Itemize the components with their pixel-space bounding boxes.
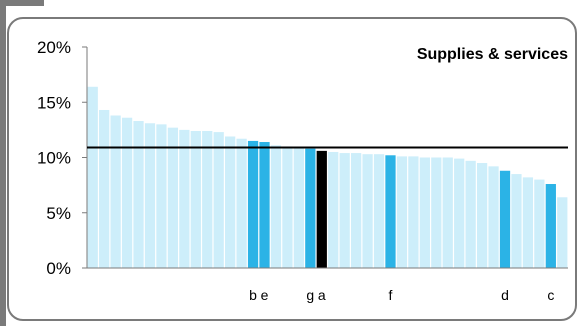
y-tick-label: 15% [37, 93, 71, 112]
bar-4 [121, 117, 133, 268]
bar-21 [316, 150, 327, 268]
bar-15 [247, 140, 259, 268]
bar-28 [396, 156, 408, 268]
bar-29 [408, 156, 419, 268]
bar-20 [305, 148, 316, 268]
category-label-b: b [249, 287, 257, 303]
bar-36 [488, 166, 499, 268]
category-label-d: d [501, 287, 509, 303]
bar-1 [87, 86, 98, 268]
bar-38 [511, 174, 522, 268]
y-axis-labels: 0% 5% 10% 15% 20% [37, 38, 71, 278]
bar-19 [293, 147, 304, 268]
bar-25 [362, 154, 373, 268]
y-tick-label: 20% [37, 38, 71, 57]
bar-13 [225, 136, 236, 268]
y-tick-label: 5% [46, 204, 71, 223]
bar-3 [110, 115, 121, 268]
bar-9 [179, 129, 190, 269]
bar-39 [522, 177, 534, 268]
bar-31 [431, 157, 442, 268]
bar-34 [465, 160, 476, 268]
bar-14 [236, 138, 247, 268]
category-label-e: e [261, 287, 269, 303]
bar-35 [476, 163, 488, 268]
bar-7 [156, 124, 167, 268]
bar-5 [133, 121, 144, 268]
bar-11 [202, 130, 213, 268]
window-edge-top [0, 0, 44, 6]
bar-42 [557, 197, 568, 268]
bar-8 [167, 127, 179, 268]
bar-22 [328, 151, 339, 268]
bar-40 [534, 179, 545, 268]
y-tick-label: 10% [37, 149, 71, 168]
bar-17 [270, 145, 282, 268]
bar-16 [259, 142, 270, 268]
bar-10 [190, 130, 201, 268]
bar-23 [339, 153, 350, 268]
bar-33 [454, 158, 465, 268]
y-axis-ticks [82, 46, 87, 269]
window-edge-left [0, 0, 6, 326]
bar-26 [373, 154, 385, 268]
bar-12 [213, 132, 224, 268]
category-label-c: c [547, 287, 554, 303]
bar-32 [442, 157, 453, 268]
chart-title: Supplies & services [417, 46, 568, 63]
bar-41 [545, 184, 556, 268]
category-label-a: a [318, 287, 326, 303]
category-label-f: f [389, 287, 393, 303]
bar-18 [282, 146, 293, 268]
y-tick-label: 0% [46, 259, 71, 278]
bar-6 [144, 123, 156, 268]
bar-37 [499, 170, 511, 268]
bar-30 [419, 157, 430, 268]
bars [87, 86, 568, 269]
bar-27 [385, 155, 396, 268]
category-label-g: g [306, 287, 314, 303]
bar-2 [99, 109, 110, 268]
bar-24 [351, 153, 362, 268]
